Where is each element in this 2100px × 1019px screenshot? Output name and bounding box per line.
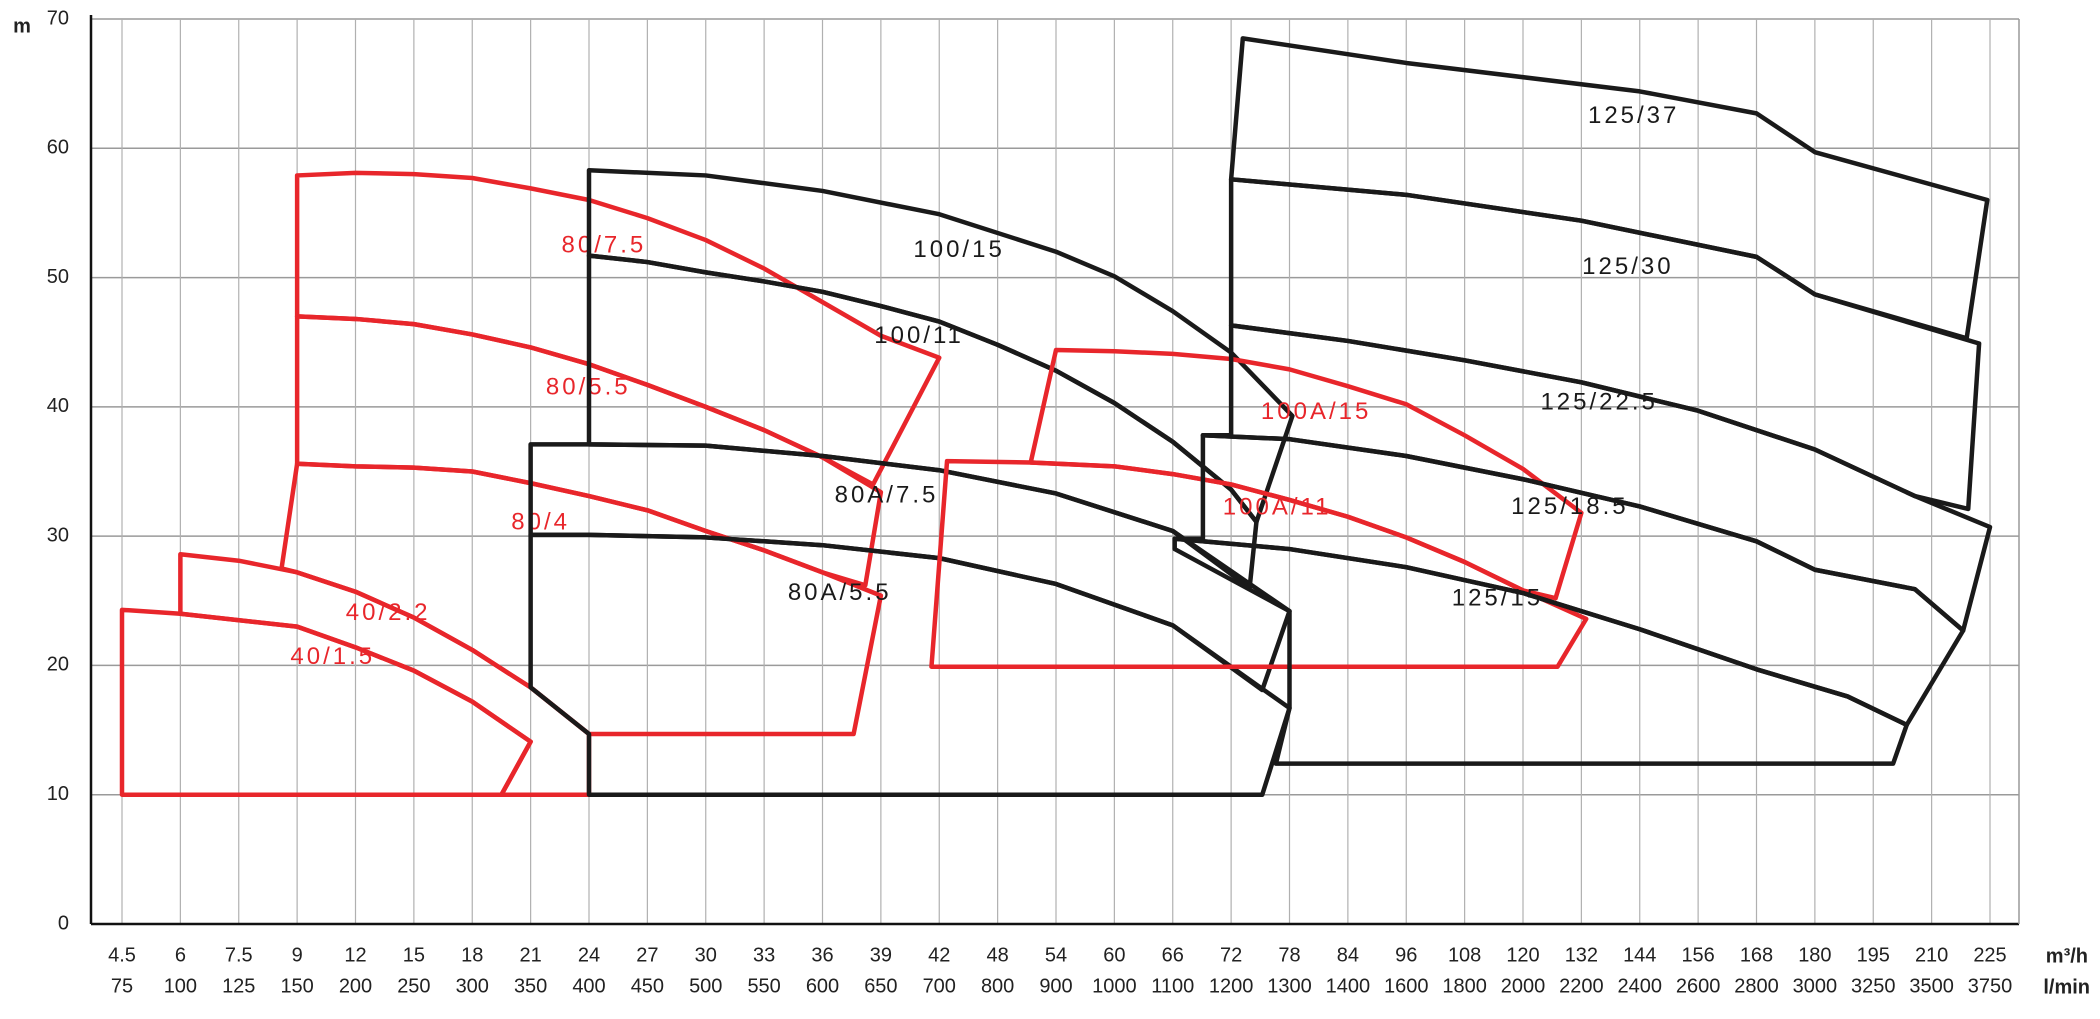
x-tick-label: 30 bbox=[695, 944, 717, 966]
x-tick-label: 156 bbox=[1681, 944, 1714, 966]
y-tick-label: 0 bbox=[58, 912, 69, 934]
x-tick-label: 96 bbox=[1395, 944, 1417, 966]
x2-tick-label: 150 bbox=[280, 975, 313, 997]
y-tick-label: 30 bbox=[47, 524, 69, 546]
x2-axis-label: l/min bbox=[2043, 976, 2090, 998]
x2-tick-label: 800 bbox=[981, 975, 1014, 997]
x2-tick-label: 1400 bbox=[1326, 975, 1371, 997]
x-axis-label: m³/h bbox=[2046, 945, 2088, 967]
x2-tick-label: 2800 bbox=[1734, 975, 1779, 997]
region-outline bbox=[178, 551, 592, 797]
x2-tick-label: 1000 bbox=[1092, 975, 1137, 997]
y-axis-label: m bbox=[13, 15, 31, 37]
x2-tick-label: 400 bbox=[572, 975, 605, 997]
x-tick-label: 54 bbox=[1045, 944, 1067, 966]
x2-tick-label: 1600 bbox=[1384, 975, 1429, 997]
x2-tick-label: 100 bbox=[164, 975, 197, 997]
x-tick-label: 132 bbox=[1565, 944, 1598, 966]
region-label: 125/22.5 bbox=[1540, 389, 1657, 416]
x2-tick-label: 250 bbox=[397, 975, 430, 997]
x2-tick-label: 3000 bbox=[1793, 975, 1838, 997]
x-tick-label: 15 bbox=[403, 944, 425, 966]
region-label: 40/1.5 bbox=[290, 643, 375, 670]
x2-tick-label: 75 bbox=[111, 975, 133, 997]
x2-tick-label: 1200 bbox=[1209, 975, 1254, 997]
x-tick-label: 108 bbox=[1448, 944, 1481, 966]
x-tick-label: 24 bbox=[578, 944, 600, 966]
y-tick-label: 20 bbox=[47, 654, 69, 676]
x2-tick-label: 1300 bbox=[1267, 975, 1312, 997]
x2-tick-label: 200 bbox=[339, 975, 372, 997]
x-tick-label: 42 bbox=[928, 944, 950, 966]
x2-tick-label: 2600 bbox=[1676, 975, 1721, 997]
x2-tick-label: 300 bbox=[456, 975, 489, 997]
region-label: 80A/5.5 bbox=[788, 579, 892, 606]
region-label: 125/18.5 bbox=[1511, 493, 1628, 520]
x-tick-label: 120 bbox=[1506, 944, 1539, 966]
x2-tick-label: 350 bbox=[514, 975, 547, 997]
x2-tick-label: 550 bbox=[747, 975, 780, 997]
x-tick-label: 12 bbox=[344, 944, 366, 966]
x-tick-label: 60 bbox=[1103, 944, 1125, 966]
region-label: 100/15 bbox=[913, 236, 1004, 263]
x2-tick-label: 1800 bbox=[1442, 975, 1487, 997]
x-tick-label: 144 bbox=[1623, 944, 1656, 966]
x-tick-label: 6 bbox=[175, 944, 186, 966]
x2-tick-label: 500 bbox=[689, 975, 722, 997]
x2-tick-label: 450 bbox=[631, 975, 664, 997]
x-tick-label: 9 bbox=[292, 944, 303, 966]
x-tick-label: 21 bbox=[520, 944, 542, 966]
region-outline bbox=[1228, 177, 1982, 512]
x2-tick-label: 2000 bbox=[1501, 975, 1546, 997]
x-tick-label: 36 bbox=[811, 944, 833, 966]
region-outline bbox=[1172, 433, 1966, 728]
x-tick-label: 33 bbox=[753, 944, 775, 966]
x2-tick-label: 2400 bbox=[1618, 975, 1663, 997]
x-tick-label: 210 bbox=[1915, 944, 1948, 966]
x-tick-label: 39 bbox=[870, 944, 892, 966]
x2-tick-label: 3250 bbox=[1851, 975, 1896, 997]
y-tick-label: 40 bbox=[47, 395, 69, 417]
y-tick-label: 70 bbox=[47, 7, 69, 29]
y-tick-label: 10 bbox=[47, 783, 69, 805]
x2-tick-label: 3500 bbox=[1909, 975, 1954, 997]
x-tick-label: 7.5 bbox=[225, 944, 253, 966]
x2-tick-label: 600 bbox=[806, 975, 839, 997]
region-label: 125/30 bbox=[1582, 253, 1673, 280]
region-outline bbox=[586, 168, 1295, 525]
region-outline bbox=[294, 170, 942, 487]
x-tick-label: 27 bbox=[636, 944, 658, 966]
x-tick-label: 4.5 bbox=[108, 944, 136, 966]
x-tick-label: 195 bbox=[1857, 944, 1890, 966]
y-tick-label: 60 bbox=[47, 137, 69, 159]
region-label: 80A/7.5 bbox=[835, 481, 939, 508]
x2-tick-label: 900 bbox=[1039, 975, 1072, 997]
x-tick-label: 78 bbox=[1278, 944, 1300, 966]
x-tick-label: 225 bbox=[1973, 944, 2006, 966]
x-tick-label: 180 bbox=[1798, 944, 1831, 966]
region-outline bbox=[1028, 347, 1584, 601]
x-tick-label: 18 bbox=[461, 944, 483, 966]
region-outline bbox=[1172, 536, 1909, 766]
y-tick-label: 50 bbox=[47, 266, 69, 288]
x-tick-label: 48 bbox=[987, 944, 1009, 966]
x2-tick-label: 3750 bbox=[1968, 975, 2013, 997]
x-tick-label: 66 bbox=[1162, 944, 1184, 966]
region-label: 100A/15 bbox=[1261, 398, 1371, 425]
x-tick-label: 84 bbox=[1337, 944, 1359, 966]
region-label: 80/7.5 bbox=[562, 232, 647, 259]
x2-tick-label: 125 bbox=[222, 975, 255, 997]
x-tick-label: 72 bbox=[1220, 944, 1242, 966]
x2-tick-label: 650 bbox=[864, 975, 897, 997]
x2-tick-label: 2200 bbox=[1559, 975, 1604, 997]
x-tick-label: 168 bbox=[1740, 944, 1773, 966]
region-label: 80/4 bbox=[511, 508, 570, 535]
x2-tick-label: 700 bbox=[923, 975, 956, 997]
region-label: 125/37 bbox=[1588, 102, 1679, 129]
region-outline bbox=[1228, 36, 1990, 341]
x2-tick-label: 1100 bbox=[1151, 975, 1194, 997]
